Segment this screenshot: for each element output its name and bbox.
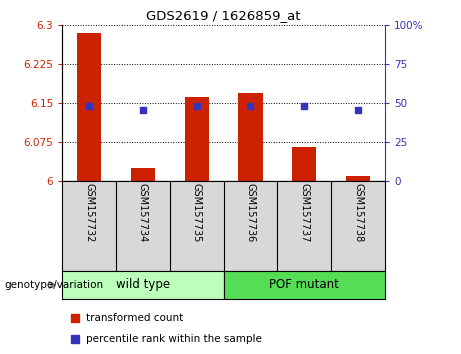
Bar — [292, 147, 316, 181]
Bar — [238, 93, 263, 181]
Text: genotype/variation: genotype/variation — [5, 280, 104, 290]
Text: POF mutant: POF mutant — [269, 279, 339, 291]
Text: wild type: wild type — [116, 279, 170, 291]
Bar — [184, 97, 209, 181]
Bar — [346, 176, 370, 181]
Text: GSM157736: GSM157736 — [245, 183, 255, 242]
Text: GSM157737: GSM157737 — [299, 183, 309, 242]
Bar — [224, 271, 385, 299]
Text: percentile rank within the sample: percentile rank within the sample — [87, 334, 262, 344]
Bar — [131, 167, 155, 181]
Bar — [77, 33, 101, 181]
Title: GDS2619 / 1626859_at: GDS2619 / 1626859_at — [146, 9, 301, 22]
Text: GSM157738: GSM157738 — [353, 183, 363, 242]
Text: GSM157735: GSM157735 — [192, 183, 202, 242]
Text: GSM157732: GSM157732 — [84, 183, 94, 242]
Text: transformed count: transformed count — [87, 313, 183, 323]
Bar — [62, 271, 224, 299]
Text: GSM157734: GSM157734 — [138, 183, 148, 242]
